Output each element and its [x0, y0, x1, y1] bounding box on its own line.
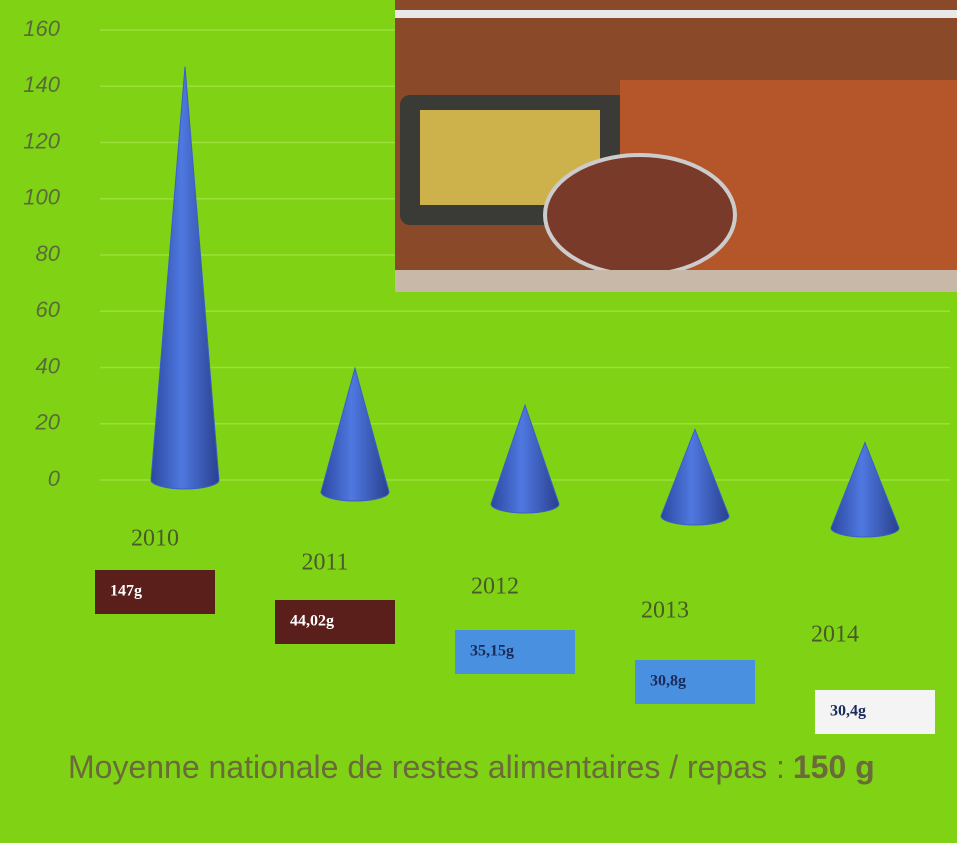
value-label: 147g [110, 583, 142, 600]
y-tick-label: 140 [23, 72, 60, 97]
y-tick-label: 120 [23, 128, 60, 153]
y-tick-label: 160 [23, 16, 60, 41]
value-label: 30,8g [650, 673, 686, 690]
y-tick-label: 40 [36, 353, 61, 378]
value-label: 30,4g [830, 703, 866, 720]
value-label: 44,02g [290, 613, 334, 630]
y-tick-label: 80 [36, 241, 61, 266]
x-tick-label: 2013 [641, 598, 689, 624]
x-tick-label: 2014 [811, 622, 859, 648]
note-line: Moyenne nationale de restes alimentaires… [68, 749, 875, 785]
y-tick-label: 60 [36, 297, 61, 322]
value-label: 35,15g [470, 643, 514, 660]
x-tick-label: 2012 [471, 574, 519, 600]
y-tick-label: 0 [48, 466, 61, 491]
x-tick-label: 2011 [301, 550, 348, 576]
y-tick-label: 100 [23, 185, 60, 210]
chart: 0 20 40 60 80 100 120 140 160 2010 147g 2011 44,02g 2… [0, 0, 957, 843]
photo [395, 0, 957, 292]
x-tick-label: 2010 [131, 526, 179, 552]
note-value: 150 g [793, 749, 875, 785]
y-tick-label: 20 [35, 410, 61, 435]
note: Moyenne nationale de restes alimentaires… [68, 749, 785, 785]
